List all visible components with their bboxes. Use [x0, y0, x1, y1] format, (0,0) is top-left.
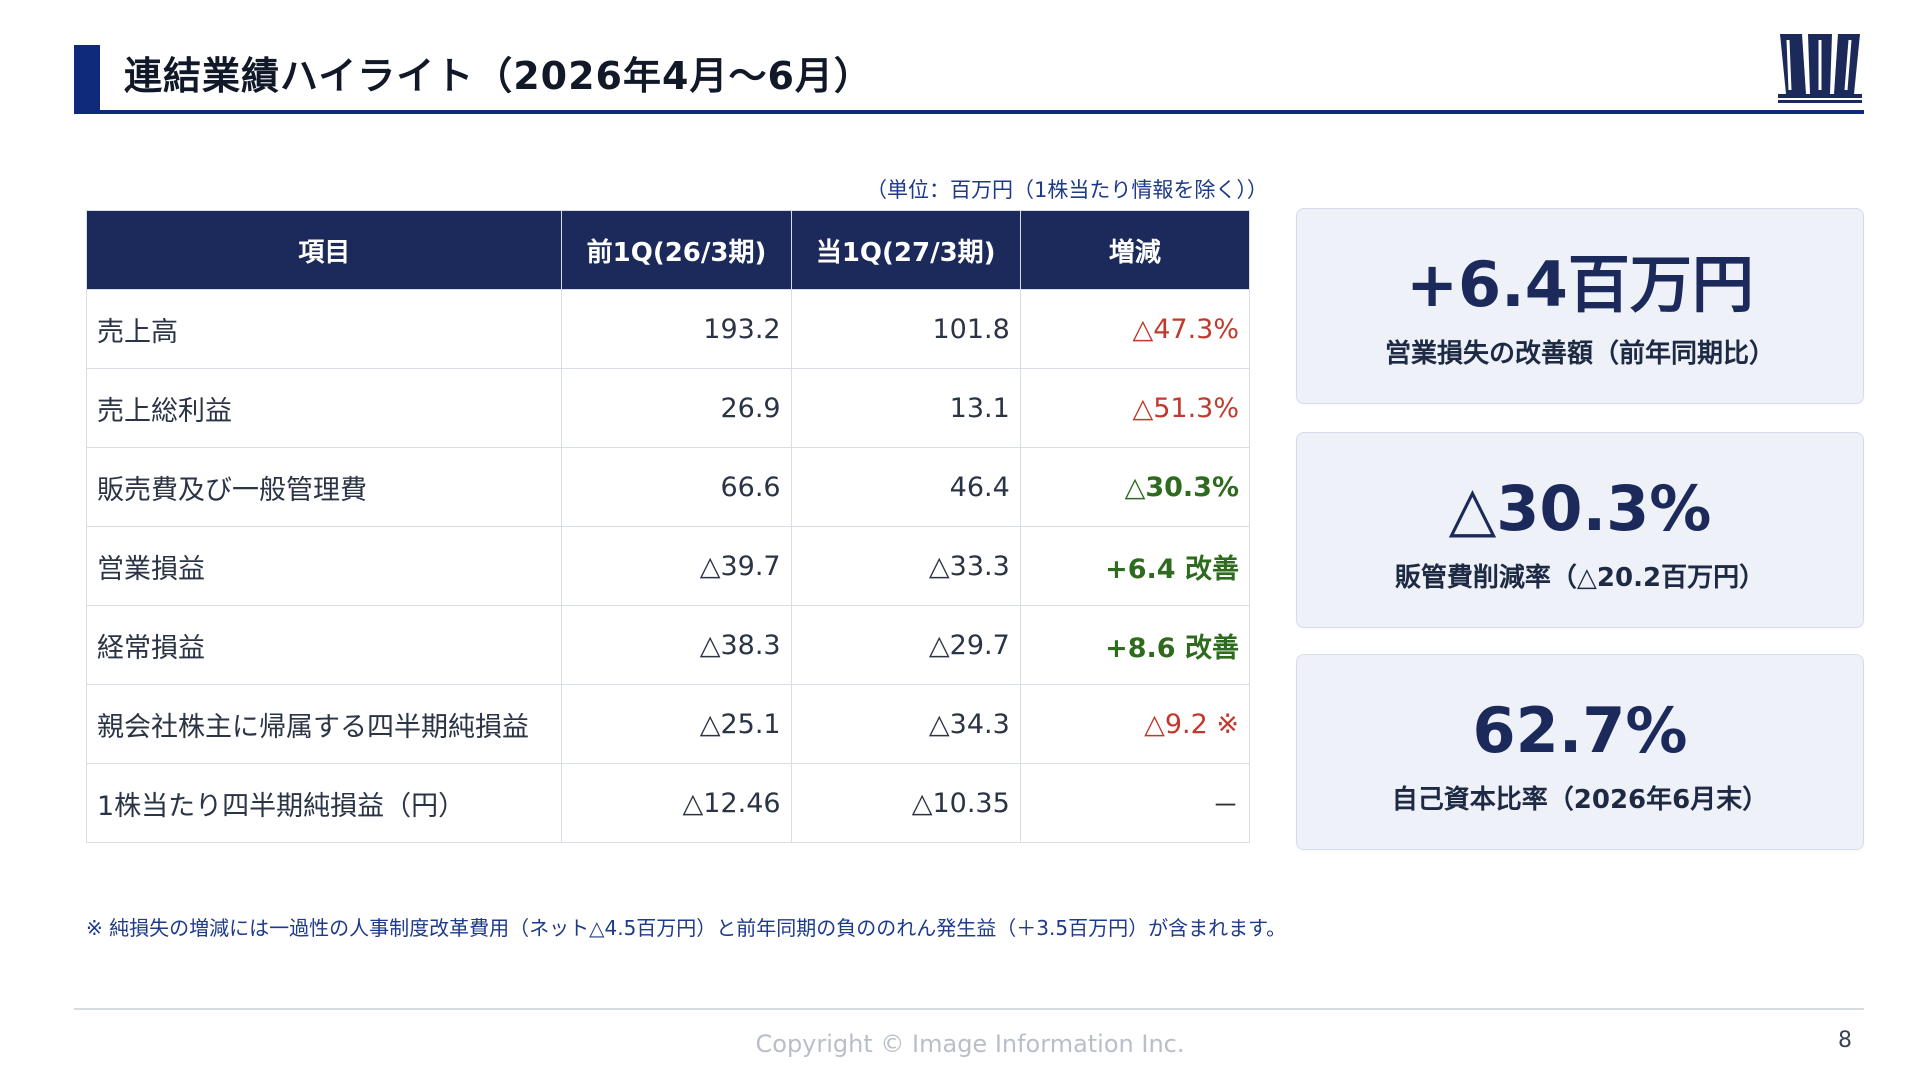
prev-value: 26.9: [561, 368, 792, 448]
kpi-card-sga-reduction: △30.3% 販管費削減率（△20.2百万円）: [1296, 432, 1864, 628]
row-label: 1株当たり四半期純損益（円）: [85, 763, 563, 843]
prev-value: 66.6: [561, 447, 792, 527]
table-row: 売上高 193.2 101.8 △47.3%: [85, 289, 1251, 369]
kpi-card-operating-improvement: +6.4百万円 営業損失の改善額（前年同期比）: [1296, 208, 1864, 404]
change-value: △9.2 ※: [1019, 684, 1251, 764]
financial-table: 項目 前1Q(26/3期) 当1Q(27/3期) 増減 売上高 193.2 10…: [85, 210, 1251, 843]
unit-note: （単位：百万円（1株当たり情報を除く））: [866, 178, 1268, 202]
change-value: △30.3%: [1019, 447, 1251, 527]
row-label: 売上総利益: [85, 368, 563, 448]
page-title: 連結業績ハイライト（2026年4月～6月）: [124, 54, 873, 98]
kpi-caption: 自己資本比率（2026年6月末）: [1391, 785, 1769, 815]
table-row: 1株当たり四半期純損益（円） △12.46 △10.35 －: [85, 763, 1251, 843]
change-value: +6.4 改善: [1019, 526, 1251, 606]
prev-value: △25.1: [561, 684, 792, 764]
column-header-prev: 前1Q(26/3期): [561, 210, 792, 290]
copyright-text: Copyright © Image Information Inc.: [755, 1030, 1185, 1058]
table-header-row: 項目 前1Q(26/3期) 当1Q(27/3期) 増減: [85, 210, 1251, 290]
row-label: 親会社株主に帰属する四半期純損益: [85, 684, 563, 764]
change-value: +8.6 改善: [1019, 605, 1251, 685]
curr-value: △34.3: [790, 684, 1021, 764]
row-label: 経常損益: [85, 605, 563, 685]
curr-value: △29.7: [790, 605, 1021, 685]
change-value: －: [1019, 763, 1251, 843]
kpi-caption: 営業損失の改善額（前年同期比）: [1384, 339, 1775, 369]
footnote: ※ 純損失の増減には一過性の人事制度改革費用（ネット△4.5百万円）と前年同期の…: [86, 916, 1287, 940]
table-row: 販売費及び一般管理費 66.6 46.4 △30.3%: [85, 447, 1251, 527]
table-row: 経常損益 △38.3 △29.7 +8.6 改善: [85, 605, 1251, 685]
kpi-value: +6.4百万円: [1406, 248, 1754, 321]
title-accent-bar: [74, 45, 100, 113]
curr-value: △10.35: [790, 763, 1021, 843]
column-header-curr: 当1Q(27/3期): [790, 210, 1021, 290]
prev-value: △38.3: [561, 605, 792, 685]
row-label: 営業損益: [85, 526, 563, 606]
kpi-value: 62.7%: [1472, 694, 1688, 767]
curr-value: 13.1: [790, 368, 1021, 448]
prev-value: △39.7: [561, 526, 792, 606]
table-row: 親会社株主に帰属する四半期純損益 △25.1 △34.3 △9.2 ※: [85, 684, 1251, 764]
row-label: 売上高: [85, 289, 563, 369]
footer-divider: [74, 1008, 1864, 1010]
kpi-caption: 販管費削減率（△20.2百万円）: [1394, 563, 1766, 593]
kpi-card-equity-ratio: 62.7% 自己資本比率（2026年6月末）: [1296, 654, 1864, 850]
kpi-value: △30.3%: [1448, 472, 1712, 545]
prev-value: 193.2: [561, 289, 792, 369]
curr-value: 46.4: [790, 447, 1021, 527]
curr-value: 101.8: [790, 289, 1021, 369]
column-header-item: 項目: [85, 210, 563, 290]
page-number: 8: [1838, 1028, 1852, 1053]
prev-value: △12.46: [561, 763, 792, 843]
row-label: 販売費及び一般管理費: [85, 447, 563, 527]
curr-value: △33.3: [790, 526, 1021, 606]
table-row: 売上総利益 26.9 13.1 △51.3%: [85, 368, 1251, 448]
change-value: △47.3%: [1019, 289, 1251, 369]
change-value: △51.3%: [1019, 368, 1251, 448]
column-header-change: 増減: [1019, 210, 1251, 290]
title-underline: [74, 110, 1864, 114]
table-row: 営業損益 △39.7 △33.3 +6.4 改善: [85, 526, 1251, 606]
company-logo-icon: [1778, 34, 1862, 103]
